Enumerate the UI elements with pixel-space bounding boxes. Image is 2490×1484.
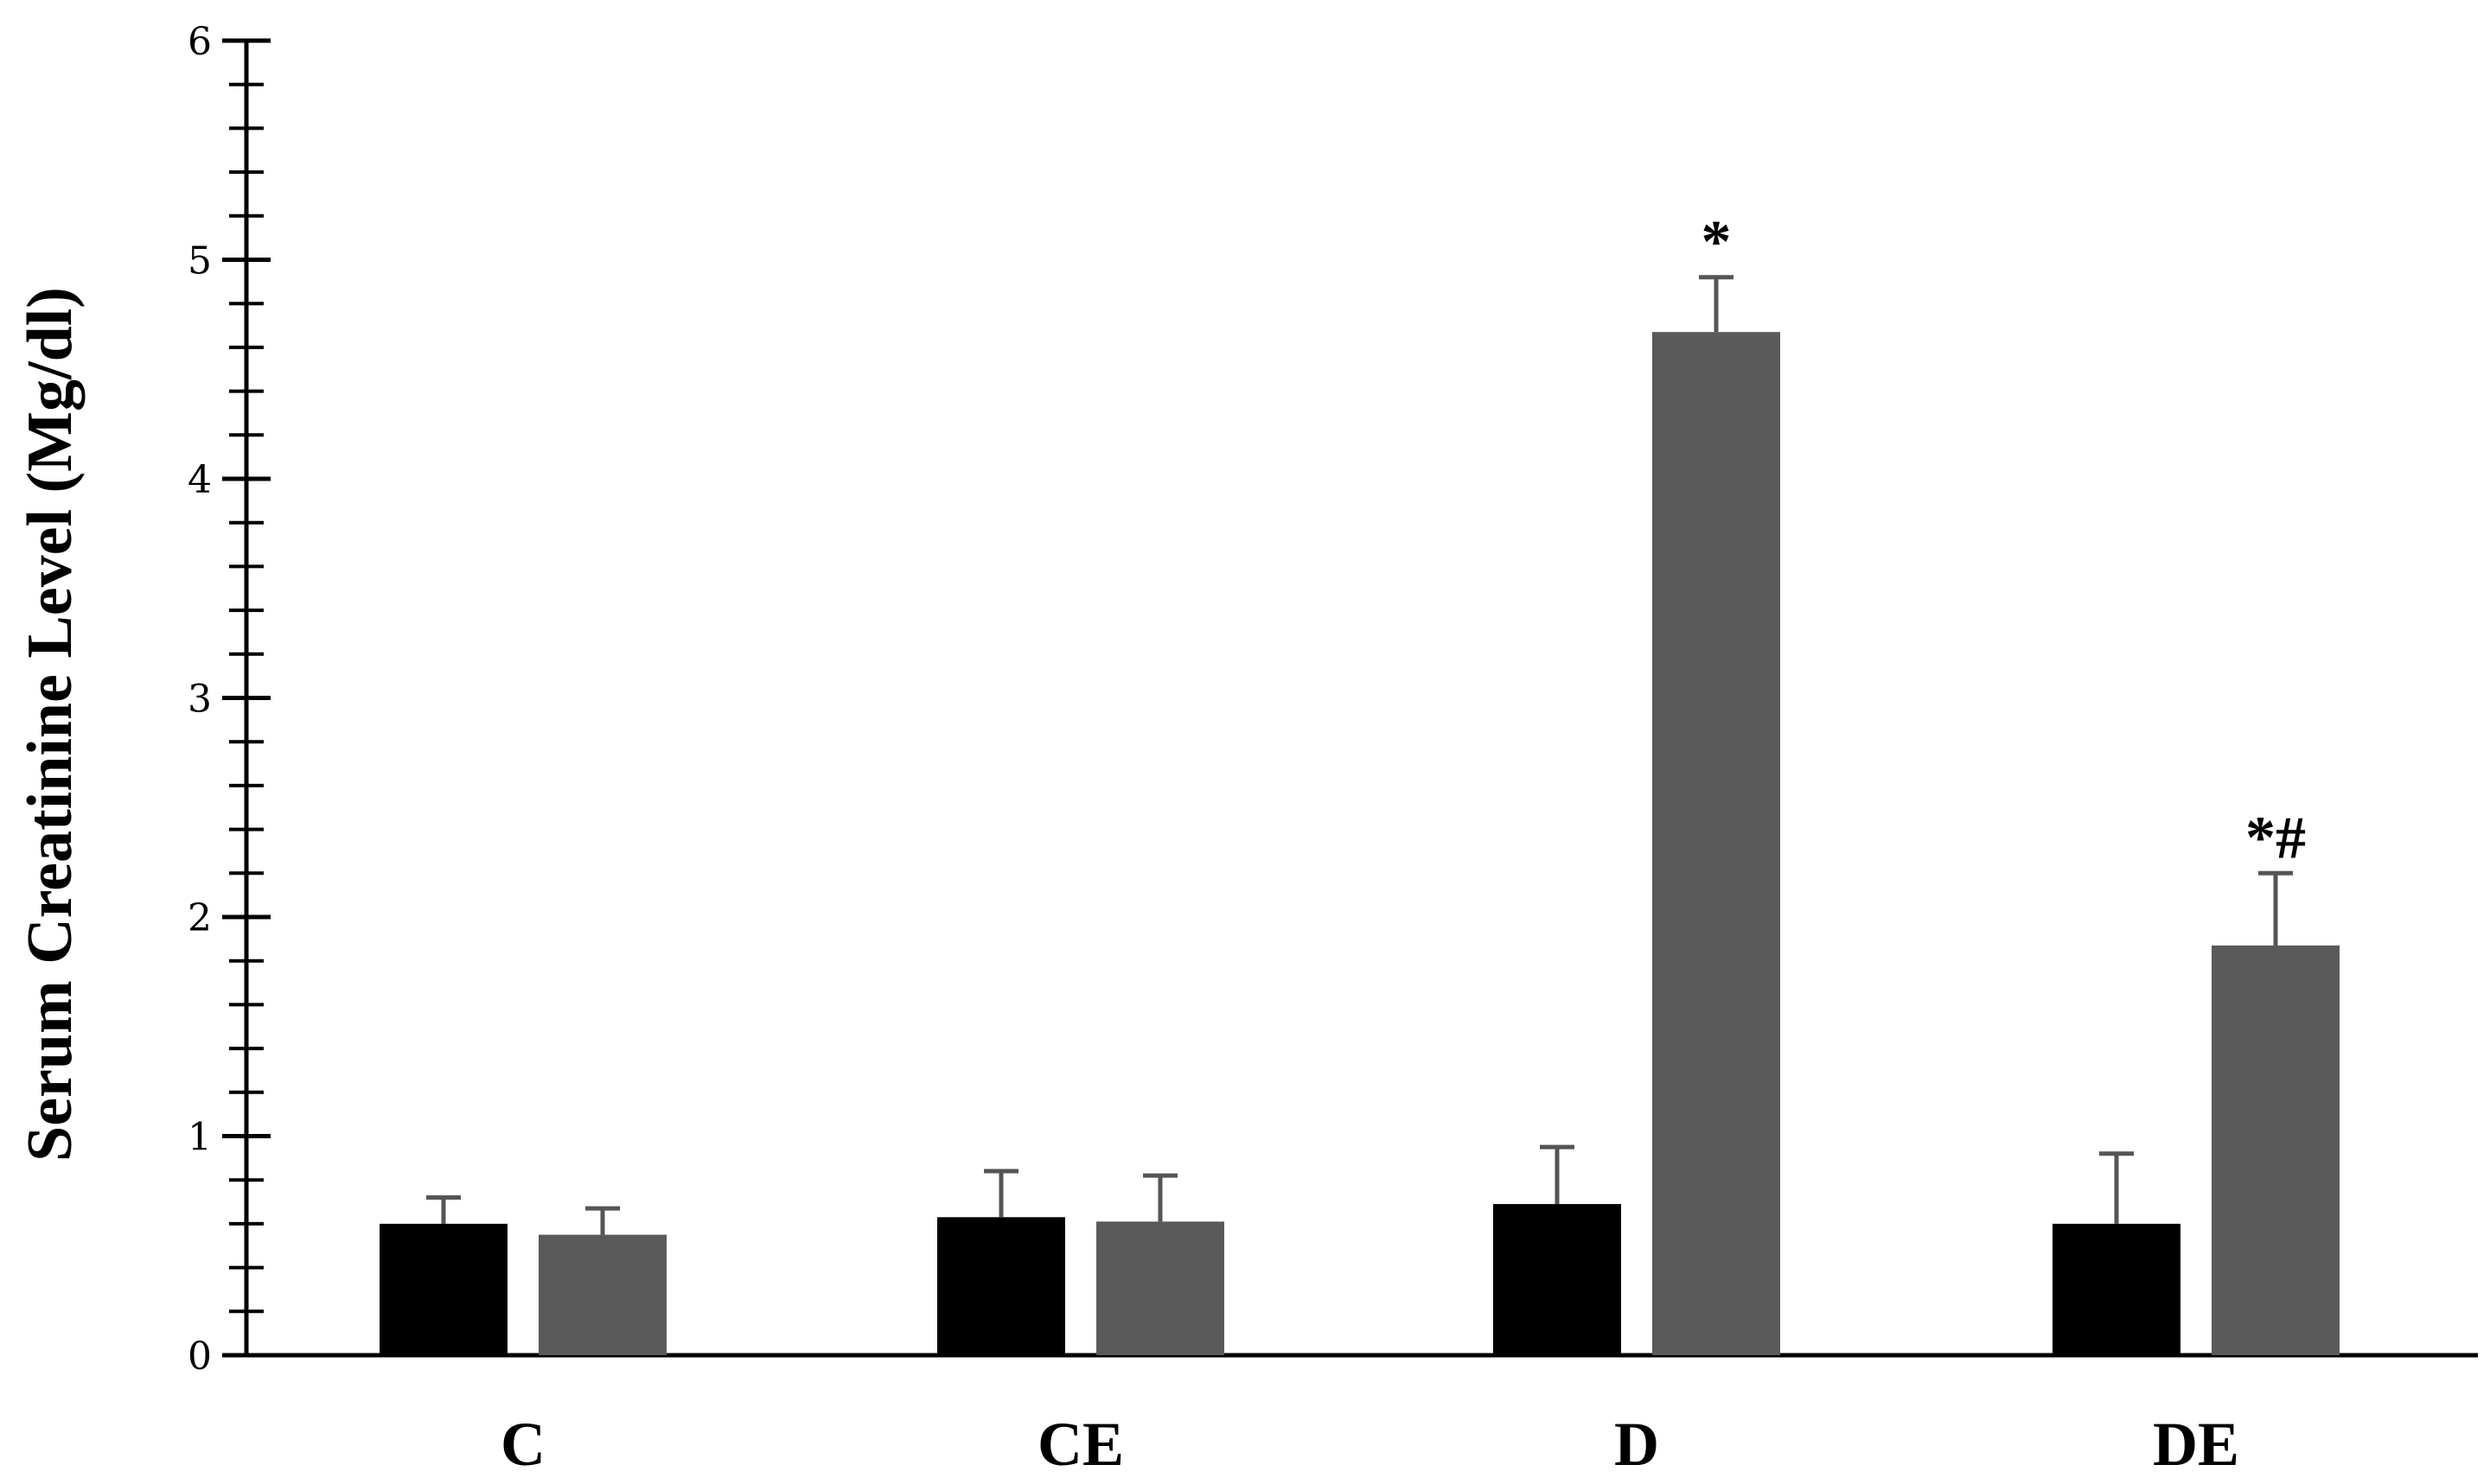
bar-C-series-1 [380, 1223, 508, 1355]
bar-D-series-1 [1493, 1204, 1621, 1355]
x-category-label: D [1614, 1410, 1659, 1479]
bar-DE-series-1 [2053, 1223, 2180, 1355]
bar-CE-series-2 [1096, 1221, 1224, 1355]
y-tick-label: 0 [188, 1334, 212, 1379]
y-tick-label: 2 [188, 896, 212, 940]
y-tick-label: 1 [188, 1116, 212, 1160]
y-tick-label: 4 [188, 458, 212, 502]
significance-label: * [1702, 209, 1732, 276]
y-axis-title: Serum Creatinine Level (Mg/dl) [15, 287, 86, 1162]
significance-label: *# [2245, 805, 2306, 871]
bar-C-series-2 [539, 1234, 667, 1355]
x-category-label: C [501, 1410, 546, 1479]
x-category-label: CE [1038, 1410, 1124, 1479]
bar-DE-series-2 [2212, 945, 2340, 1355]
bar-CE-series-1 [937, 1217, 1065, 1355]
bar-D-series-2 [1652, 332, 1780, 1355]
y-tick-label: 5 [188, 239, 212, 283]
x-category-label: DE [2153, 1410, 2239, 1479]
y-tick-label: 6 [188, 20, 212, 64]
y-tick-label: 3 [188, 678, 212, 722]
